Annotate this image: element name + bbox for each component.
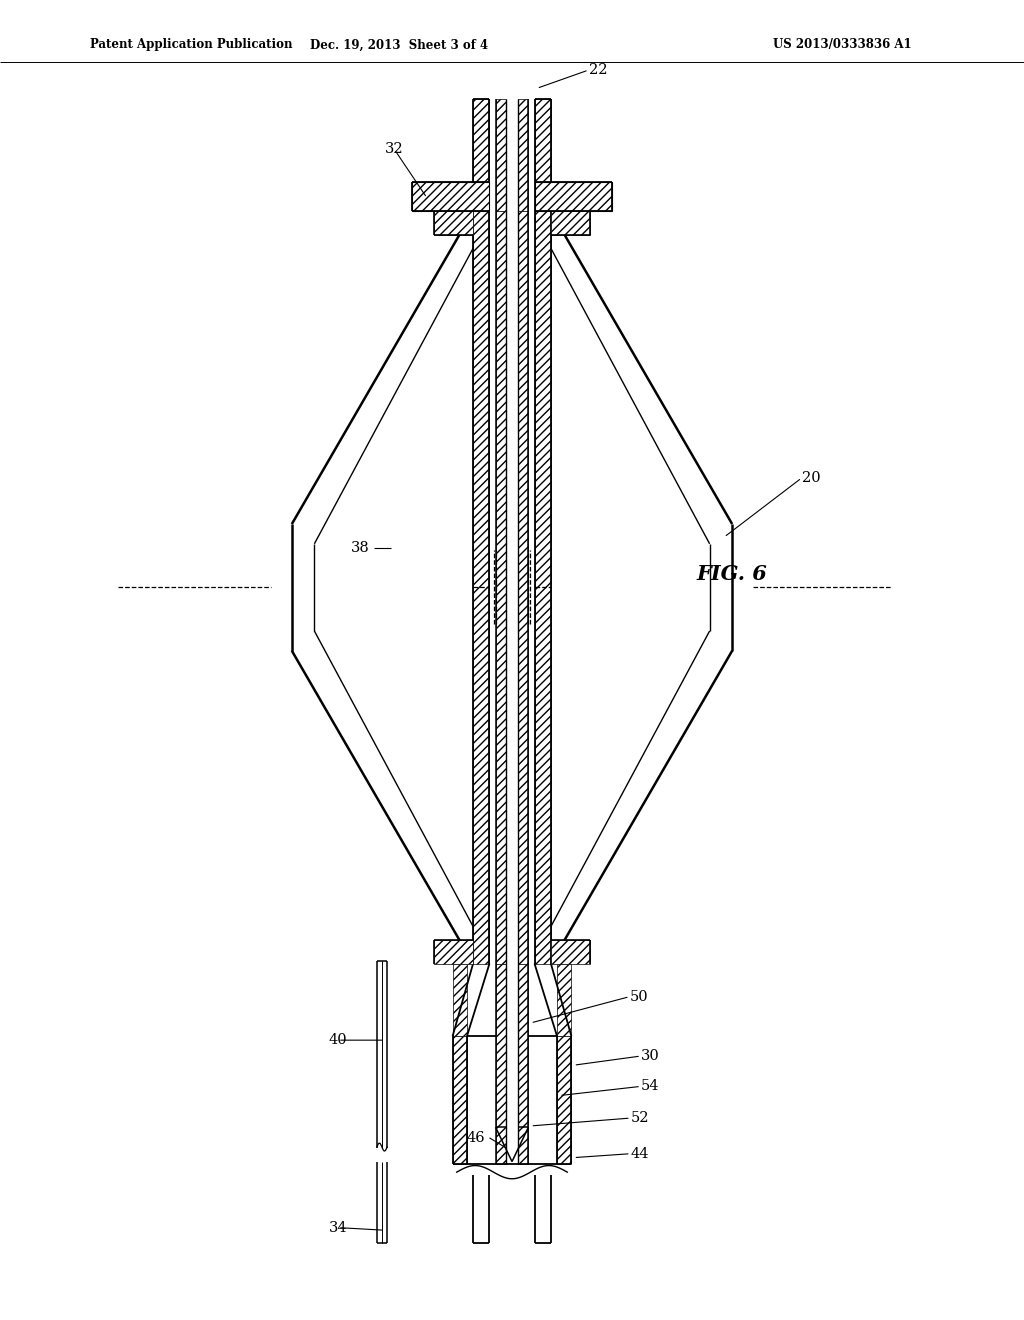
Bar — [557, 1036, 571, 1164]
Bar — [557, 964, 571, 1036]
Bar — [551, 211, 590, 235]
Bar — [434, 940, 473, 964]
Bar — [518, 99, 528, 211]
Text: 38: 38 — [351, 541, 370, 554]
Bar — [518, 211, 528, 964]
Bar — [496, 964, 506, 1164]
Bar — [412, 182, 489, 211]
Text: 34: 34 — [329, 1221, 347, 1234]
Text: 40: 40 — [329, 1034, 347, 1047]
Text: 32: 32 — [385, 143, 403, 156]
Bar — [551, 940, 590, 964]
Text: 46: 46 — [467, 1131, 485, 1144]
Text: 20: 20 — [802, 471, 820, 484]
Text: 30: 30 — [641, 1049, 659, 1063]
Text: FIG. 6: FIG. 6 — [696, 564, 767, 585]
Bar — [518, 964, 528, 1164]
Bar — [453, 1036, 467, 1164]
Bar — [535, 182, 612, 211]
Bar — [496, 99, 506, 211]
Bar — [434, 211, 473, 235]
Text: 54: 54 — [641, 1080, 659, 1093]
Text: 22: 22 — [589, 63, 607, 77]
Bar — [473, 99, 489, 211]
Bar — [473, 99, 551, 1243]
Text: 44: 44 — [631, 1147, 649, 1160]
Bar — [535, 211, 551, 964]
Bar — [535, 99, 551, 211]
Text: 50: 50 — [630, 990, 648, 1003]
Bar — [473, 211, 489, 964]
Text: Patent Application Publication: Patent Application Publication — [90, 38, 293, 51]
Bar — [453, 964, 467, 1036]
Text: Dec. 19, 2013  Sheet 3 of 4: Dec. 19, 2013 Sheet 3 of 4 — [310, 38, 488, 51]
Text: US 2013/0333836 A1: US 2013/0333836 A1 — [773, 38, 911, 51]
Text: 52: 52 — [631, 1111, 649, 1125]
Bar — [496, 211, 506, 964]
